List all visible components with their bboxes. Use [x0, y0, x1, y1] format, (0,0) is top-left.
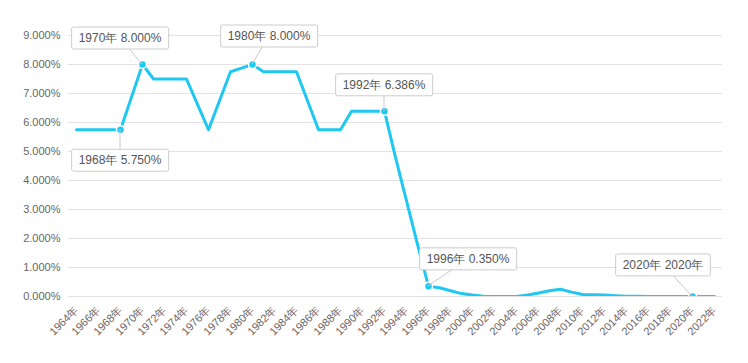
- svg-text:1988年: 1988年: [310, 303, 345, 338]
- svg-text:6.000%: 6.000%: [23, 116, 61, 128]
- svg-text:2016年: 2016年: [618, 303, 653, 338]
- svg-text:1996年 0.350%: 1996年 0.350%: [427, 252, 510, 266]
- svg-text:1976年: 1976年: [178, 303, 213, 338]
- svg-text:9.000%: 9.000%: [23, 29, 61, 41]
- svg-text:2018年: 2018年: [640, 303, 675, 338]
- svg-text:1968年 5.750%: 1968年 5.750%: [79, 153, 162, 167]
- svg-text:2002年: 2002年: [464, 303, 499, 338]
- svg-text:1992年 6.386%: 1992年 6.386%: [343, 78, 426, 92]
- svg-text:1984年: 1984年: [266, 303, 301, 338]
- svg-text:1986年: 1986年: [288, 303, 323, 338]
- svg-text:1980年: 1980年: [222, 303, 257, 338]
- svg-text:0.000%: 0.000%: [23, 290, 61, 302]
- svg-text:2012年: 2012年: [574, 303, 609, 338]
- svg-text:1982年: 1982年: [244, 303, 279, 338]
- svg-text:2006年: 2006年: [508, 303, 543, 338]
- svg-text:1994年: 1994年: [376, 303, 411, 338]
- svg-text:1998年: 1998年: [420, 303, 455, 338]
- svg-text:8.000%: 8.000%: [23, 58, 61, 70]
- svg-text:1974年: 1974年: [156, 303, 191, 338]
- svg-text:1968年: 1968年: [90, 303, 125, 338]
- svg-text:1970年 8.000%: 1970年 8.000%: [79, 31, 162, 45]
- svg-text:3.000%: 3.000%: [23, 203, 61, 215]
- svg-text:1978年: 1978年: [200, 303, 235, 338]
- svg-text:5.000%: 5.000%: [23, 145, 61, 157]
- svg-text:1970年: 1970年: [112, 303, 147, 338]
- svg-text:2014年: 2014年: [596, 303, 631, 338]
- svg-text:1980年 8.000%: 1980年 8.000%: [228, 29, 311, 43]
- svg-text:1972年: 1972年: [134, 303, 169, 338]
- svg-text:1.000%: 1.000%: [23, 261, 61, 273]
- svg-text:2020年: 2020年: [662, 303, 697, 338]
- svg-text:1964年: 1964年: [46, 303, 81, 338]
- svg-text:2020年 2020年: 2020年 2020年: [623, 258, 704, 272]
- svg-text:2010年: 2010年: [552, 303, 587, 338]
- svg-text:2004年: 2004年: [486, 303, 521, 338]
- svg-text:1992年: 1992年: [354, 303, 389, 338]
- svg-text:2000年: 2000年: [442, 303, 477, 338]
- svg-text:2008年: 2008年: [530, 303, 565, 338]
- svg-text:1990年: 1990年: [332, 303, 367, 338]
- svg-text:1966年: 1966年: [68, 303, 103, 338]
- svg-text:7.000%: 7.000%: [23, 87, 61, 99]
- svg-text:4.000%: 4.000%: [23, 174, 61, 186]
- svg-text:2022年: 2022年: [685, 304, 719, 338]
- svg-text:1996年: 1996年: [398, 303, 433, 338]
- svg-text:2.000%: 2.000%: [23, 232, 61, 244]
